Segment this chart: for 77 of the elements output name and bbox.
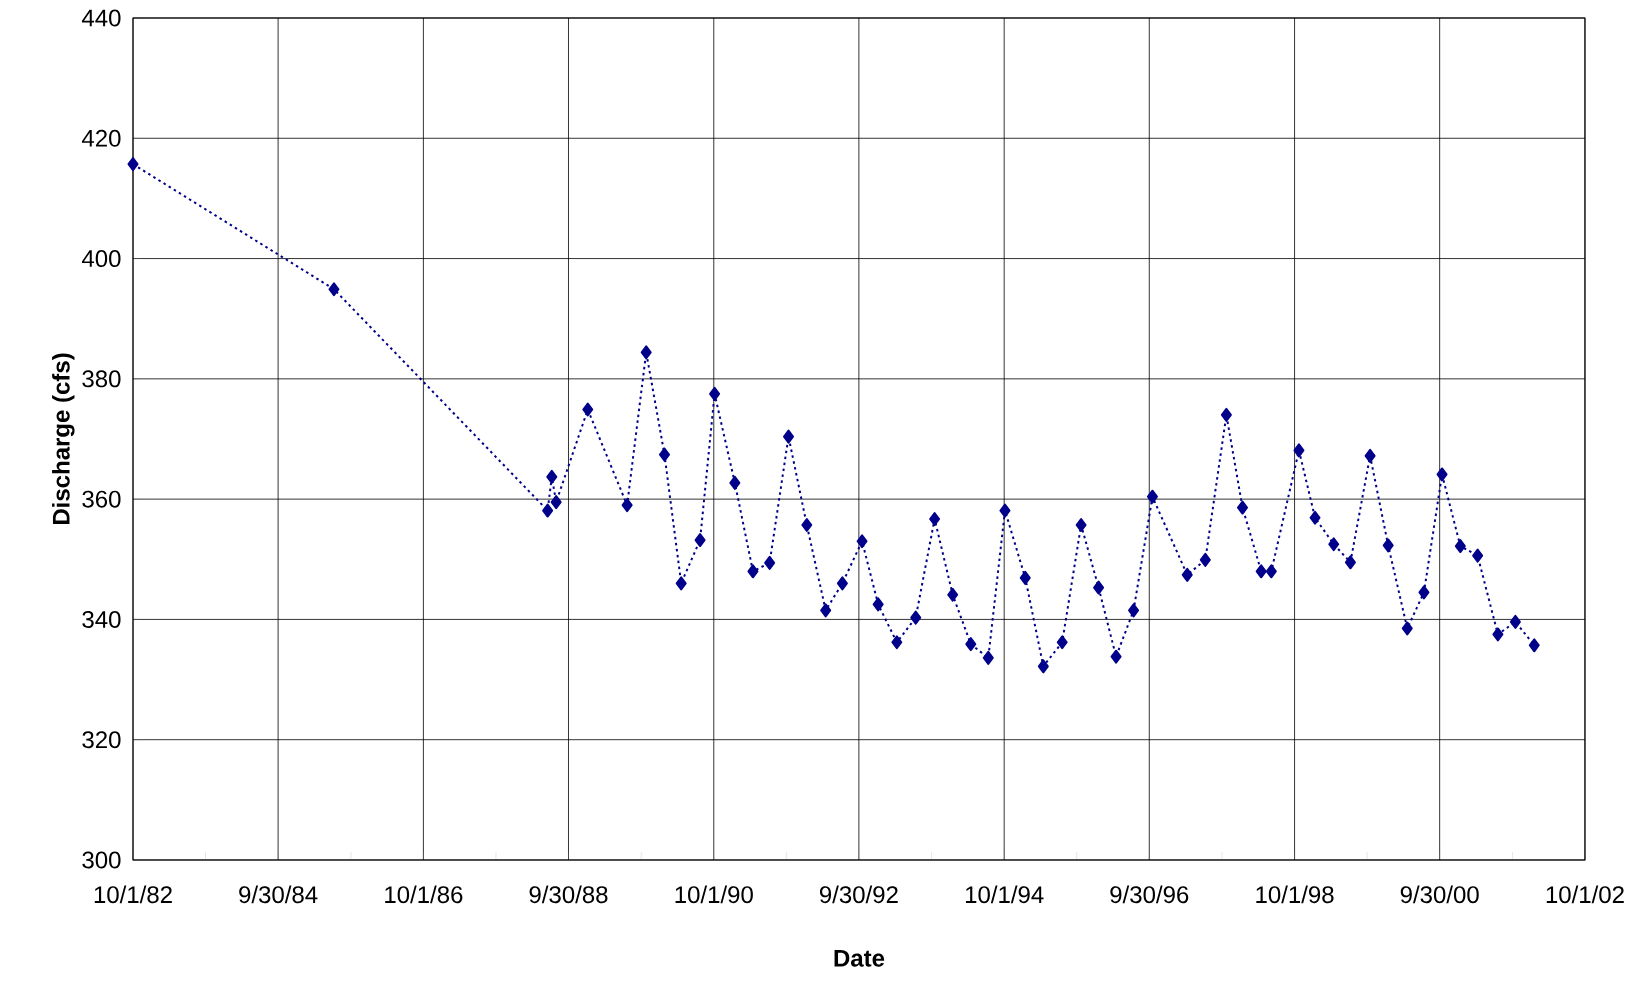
point (999, 503, 1011, 518)
point (929, 511, 941, 526)
point (1382, 538, 1394, 553)
point (872, 597, 884, 612)
point (1472, 548, 1484, 563)
point (1492, 627, 1504, 642)
point (328, 282, 340, 297)
point (550, 495, 562, 510)
point (1265, 564, 1277, 579)
y-tick-label: 400 (81, 250, 121, 268)
point (1293, 443, 1305, 458)
point (836, 576, 848, 591)
x-tick-label: 10/1/90 (675, 885, 753, 904)
point (1364, 448, 1376, 463)
point (965, 637, 977, 652)
point (542, 503, 554, 518)
point (747, 564, 759, 579)
x-tick-label: 10/1/82 (94, 885, 172, 904)
point (947, 587, 959, 602)
x-tick-label: 9/30/96 (1110, 885, 1189, 904)
y-tick-label: 300 (82, 851, 121, 869)
point (1344, 555, 1356, 570)
point (801, 517, 813, 532)
point (856, 534, 868, 549)
point (1328, 537, 1340, 552)
point (1418, 585, 1430, 600)
point (729, 475, 741, 490)
point (1128, 603, 1140, 618)
y-tick-label: 380 (82, 370, 121, 388)
y-tick-label: 420 (81, 129, 121, 147)
point (1056, 635, 1068, 650)
point (1075, 517, 1087, 532)
point (1146, 489, 1158, 504)
y-axis-title: Discharge (cfs) (52, 353, 75, 525)
point (783, 429, 795, 444)
y-tick-label: 440 (81, 9, 121, 27)
point (621, 498, 633, 513)
point (1528, 638, 1540, 653)
point (709, 386, 721, 401)
point (764, 555, 776, 570)
point (1309, 510, 1321, 525)
point (1019, 570, 1031, 585)
point (658, 447, 670, 462)
y-tick-label: 360 (82, 490, 121, 508)
x-tick-label: 10/1/86 (385, 885, 463, 904)
x-axis-title: Date (834, 950, 885, 967)
point (675, 576, 687, 591)
point (1436, 467, 1448, 482)
point (640, 345, 652, 360)
point (910, 610, 922, 625)
x-tick-label: 10/1/98 (1256, 885, 1334, 904)
point (127, 157, 139, 172)
point (1509, 614, 1521, 629)
point (1199, 552, 1211, 567)
y-tick-label: 320 (82, 731, 121, 749)
point (694, 533, 706, 548)
point (546, 469, 558, 484)
point (891, 635, 903, 650)
point (1255, 564, 1267, 579)
x-tick-label: 9/30/84 (239, 885, 318, 904)
point (1037, 659, 1049, 674)
point (1401, 621, 1413, 636)
x-tick-label: 9/30/00 (1400, 885, 1479, 904)
x-tick-label: 10/1/02 (1546, 885, 1624, 904)
point (1220, 407, 1232, 422)
x-tick-label: 9/30/88 (529, 885, 608, 904)
x-tick-label: 10/1/94 (965, 885, 1044, 904)
point (1454, 539, 1466, 554)
x-tick-label: 9/30/92 (819, 885, 898, 904)
point (982, 650, 994, 665)
y-tick-label: 340 (82, 610, 121, 628)
point (1236, 500, 1248, 515)
point (1093, 580, 1105, 595)
point (820, 603, 832, 618)
point (1181, 567, 1193, 582)
point (1110, 649, 1122, 664)
point (582, 402, 594, 417)
